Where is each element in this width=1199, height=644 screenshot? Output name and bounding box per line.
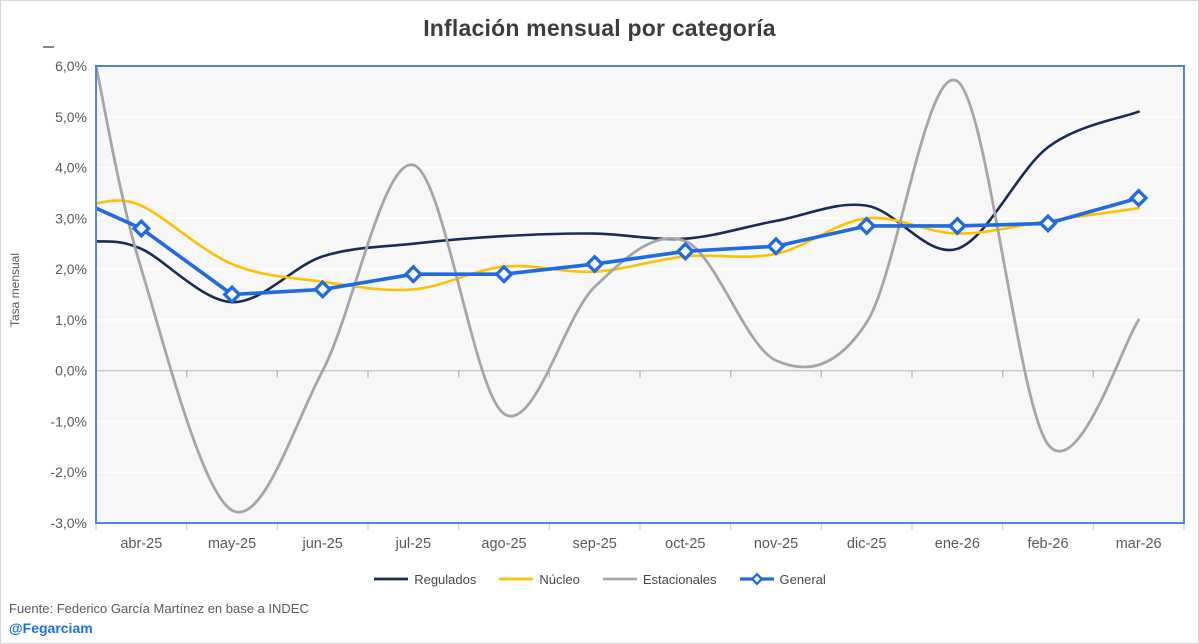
legend-label: General: [779, 571, 826, 587]
legend-label: Regulados: [414, 571, 477, 587]
stray-mark: [43, 46, 54, 48]
x-tick-label: dic-25: [847, 536, 887, 552]
x-tick-label: mar-26: [1116, 536, 1162, 552]
y-tick-label: 0,0%: [55, 363, 87, 379]
data-point-marker: [403, 264, 423, 284]
x-tick-label: ago-25: [481, 536, 526, 552]
x-tick-label: jul-25: [395, 536, 431, 552]
y-tick-label: 6,0%: [55, 58, 87, 74]
series-regulados: [95, 110, 1140, 304]
legend-swatch-icon: [739, 572, 774, 586]
y-tick-label: -3,0%: [50, 515, 87, 531]
data-point-marker: [675, 241, 695, 261]
plot-area: [96, 66, 1184, 523]
data-point-marker: [222, 284, 242, 305]
x-tick-label: abr-25: [120, 536, 162, 552]
y-tick-label: -1,0%: [50, 413, 87, 429]
x-tick-label: oct-25: [665, 536, 705, 552]
legend-swatch-icon: [499, 577, 534, 581]
x-tick-labels: abr-25 may-25 jun-25 jul-25 ago-25 sep-25 oct-…: [120, 536, 1161, 552]
plot-border: [95, 65, 1185, 524]
legend-item-general: General: [739, 572, 826, 587]
source-text: Fuente: Federico García Martínez en base…: [9, 601, 309, 616]
y-tick-label: 3,0%: [55, 210, 87, 226]
x-tick-label: sep-25: [572, 536, 616, 552]
y-tick-labels: 6,0% 5,0% 4,0% 3,0% 2,0% 1,0% 0,0% -1,0% -2,0% -3…: [50, 58, 87, 531]
legend-label: Núcleo: [539, 571, 580, 587]
legend-item-regulados: Regulados: [373, 572, 476, 587]
y-tick-label: 2,0%: [55, 261, 87, 277]
y-tick-label: 1,0%: [55, 312, 87, 328]
data-point-marker: [857, 216, 877, 236]
legend-swatch-icon: [602, 577, 637, 581]
chart-title: Inflación mensual por categoría: [423, 15, 776, 41]
x-tick-label: nov-25: [754, 536, 798, 552]
x-tick-label: feb-26: [1027, 536, 1068, 552]
data-point-marker: [585, 254, 605, 274]
chart-legend: Regulados Núcleo Estacionales General: [1, 568, 1198, 590]
series-general: [95, 188, 1149, 305]
x-tick-label: ene-26: [935, 536, 980, 552]
data-point-marker: [1038, 213, 1058, 234]
data-point-marker: [766, 236, 786, 256]
x-tick-label: jun-25: [302, 536, 343, 552]
legend-label: Estacionales: [642, 571, 717, 587]
legend-item-nucleo: Núcleo: [498, 571, 580, 587]
legend-item-estacionales: Estacionales: [602, 572, 717, 587]
legend-swatch-icon: [374, 577, 409, 581]
y-tick-label: -2,0%: [50, 464, 87, 480]
x-tick-label: may-25: [208, 536, 256, 552]
series-estacionales: [95, 65, 1141, 514]
data-point-marker: [947, 216, 967, 236]
author-handle[interactable]: @Fegarciam: [9, 620, 93, 636]
data-point-marker: [313, 279, 333, 300]
data-point-marker: [131, 218, 151, 239]
y-tick-label: 4,0%: [55, 160, 87, 176]
data-point-marker: [494, 264, 514, 284]
data-point-marker: [1129, 188, 1149, 208]
y-tick-label: 5,0%: [55, 109, 87, 125]
gridlines: [96, 116, 1184, 473]
